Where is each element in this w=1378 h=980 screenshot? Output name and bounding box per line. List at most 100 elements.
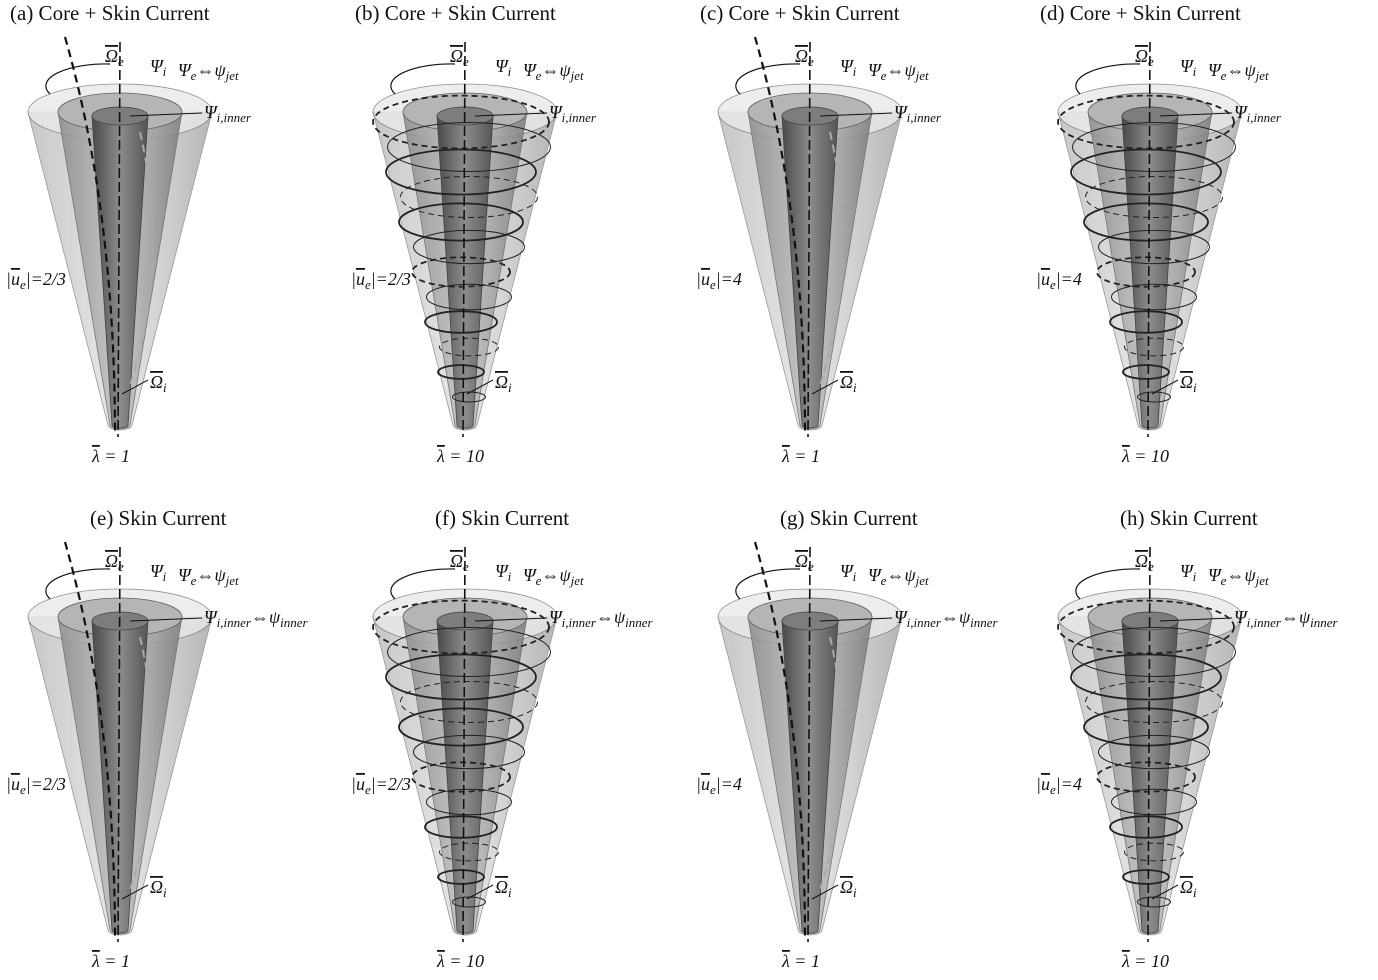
- label-part: u: [11, 269, 20, 289]
- label-psi-e: Ψe⇔ψjet: [523, 60, 584, 83]
- label-part: ψ: [559, 60, 571, 80]
- label-lambda: λ = 10: [436, 446, 484, 466]
- label-part: u: [356, 774, 365, 794]
- label-part: ψ: [614, 607, 626, 627]
- label-part: λ: [436, 951, 445, 971]
- label-psi-inner: Ψi,inner: [204, 102, 252, 125]
- label-part: i,inner: [217, 615, 252, 630]
- label-psi-e: Ψe⇔ψjet: [868, 60, 929, 83]
- label-lambda: λ = 1: [91, 446, 130, 466]
- label-part: e: [1148, 54, 1154, 69]
- label-part: i: [853, 64, 857, 79]
- label-psi-e: Ψe⇔ψjet: [1208, 565, 1269, 588]
- label-part: λ: [91, 951, 100, 971]
- label-part: ⇔: [196, 60, 214, 80]
- label-part: e: [1148, 559, 1154, 574]
- label-part: λ: [91, 446, 100, 466]
- label-part: inner: [280, 615, 308, 630]
- label-part: ψ: [214, 60, 226, 80]
- label-psi-inner: Ψi,inner⇔ψinner: [204, 607, 309, 630]
- label-part: |=2/3: [26, 269, 66, 289]
- label-psi-i: Ψi: [840, 56, 857, 79]
- label-velocity: |ue|=2/3: [6, 774, 66, 797]
- label-psi-inner: Ψi,inner: [1234, 102, 1282, 125]
- label-psi-inner: Ψi,inner: [894, 102, 942, 125]
- label-part: i: [1193, 380, 1197, 395]
- label-part: ψ: [959, 607, 971, 627]
- panel: (b) Core + Skin CurrentΩeΨiΨe⇔ψjetΨi,inn…: [351, 1, 597, 466]
- label-part: u: [356, 269, 365, 289]
- label-lambda: λ = 1: [91, 951, 130, 971]
- label-part: i: [508, 64, 512, 79]
- label-part: u: [1041, 774, 1050, 794]
- label-psi-inner: Ψi,inner⇔ψinner: [1234, 607, 1339, 630]
- label-part: i,inner: [562, 615, 597, 630]
- label-omega-i: Ωi: [150, 372, 167, 395]
- label-part: inner: [1310, 615, 1338, 630]
- label-part: = 10: [445, 446, 484, 466]
- label-part: Ω: [795, 551, 808, 571]
- label-omega-i: Ωi: [1180, 372, 1197, 395]
- label-part: i,inner: [562, 110, 597, 125]
- label-psi-e: Ψe⇔ψjet: [178, 60, 239, 83]
- label-omega-i: Ωi: [495, 372, 512, 395]
- label-omega-e: Ωe: [1135, 46, 1154, 69]
- label-part: Ω: [495, 372, 508, 392]
- label-part: = 10: [445, 951, 484, 971]
- label-part: ψ: [904, 565, 916, 585]
- label-part: e: [463, 559, 469, 574]
- label-psi-inner: Ψi,inner⇔ψinner: [549, 607, 654, 630]
- label-part: |=4: [716, 774, 742, 794]
- label-part: = 10: [1130, 951, 1169, 971]
- label-part: ψ: [1244, 565, 1256, 585]
- label-part: jet: [224, 68, 239, 83]
- label-part: ψ: [1299, 607, 1311, 627]
- label-part: i: [853, 569, 857, 584]
- label-part: Ω: [1135, 46, 1148, 66]
- label-part: ψ: [904, 60, 916, 80]
- label-part: jet: [1254, 573, 1269, 588]
- label-part: u: [701, 269, 710, 289]
- label-part: λ: [436, 446, 445, 466]
- label-part: = 10: [1130, 446, 1169, 466]
- label-psi-i: Ψi: [495, 56, 512, 79]
- label-part: Ω: [840, 877, 853, 897]
- label-part: Ω: [1180, 372, 1193, 392]
- label-part: i: [163, 64, 167, 79]
- label-psi-i: Ψi: [150, 56, 167, 79]
- label-part: e: [808, 54, 814, 69]
- label-part: ⇔: [1281, 607, 1299, 627]
- label-part: Ω: [840, 372, 853, 392]
- label-part: ⇔: [1226, 565, 1244, 585]
- label-part: ⇔: [196, 565, 214, 585]
- label-part: λ: [1121, 951, 1130, 971]
- label-velocity: |ue|=2/3: [351, 774, 411, 797]
- label-part: i: [508, 569, 512, 584]
- label-velocity: |ue|=4: [1036, 269, 1082, 292]
- label-omega-e: Ωe: [450, 46, 469, 69]
- label-part: i: [1193, 569, 1197, 584]
- label-part: i,inner: [217, 110, 252, 125]
- label-psi-inner: Ψi,inner: [549, 102, 597, 125]
- label-psi-e: Ψe⇔ψjet: [523, 565, 584, 588]
- label-part: e: [118, 54, 124, 69]
- label-part: Ω: [150, 372, 163, 392]
- label-part: λ: [781, 951, 790, 971]
- label-part: i: [1193, 64, 1197, 79]
- label-part: Ω: [495, 877, 508, 897]
- label-omega-e: Ωe: [795, 46, 814, 69]
- panel: (f) Skin CurrentΩeΨiΨe⇔ψjetΨi,inner⇔ψinn…: [351, 506, 654, 971]
- label-part: jet: [569, 573, 584, 588]
- label-part: ⇔: [596, 607, 614, 627]
- label-part: inner: [970, 615, 998, 630]
- label-part: i: [1193, 885, 1197, 900]
- label-part: i,inner: [907, 110, 942, 125]
- panel: (g) Skin CurrentΩeΨiΨe⇔ψjetΨi,inner⇔ψinn…: [696, 506, 999, 971]
- label-velocity: |ue|=2/3: [351, 269, 411, 292]
- label-part: jet: [914, 68, 929, 83]
- label-part: ⇔: [886, 60, 904, 80]
- label-psi-inner: Ψi,inner⇔ψinner: [894, 607, 999, 630]
- label-part: |=2/3: [371, 269, 411, 289]
